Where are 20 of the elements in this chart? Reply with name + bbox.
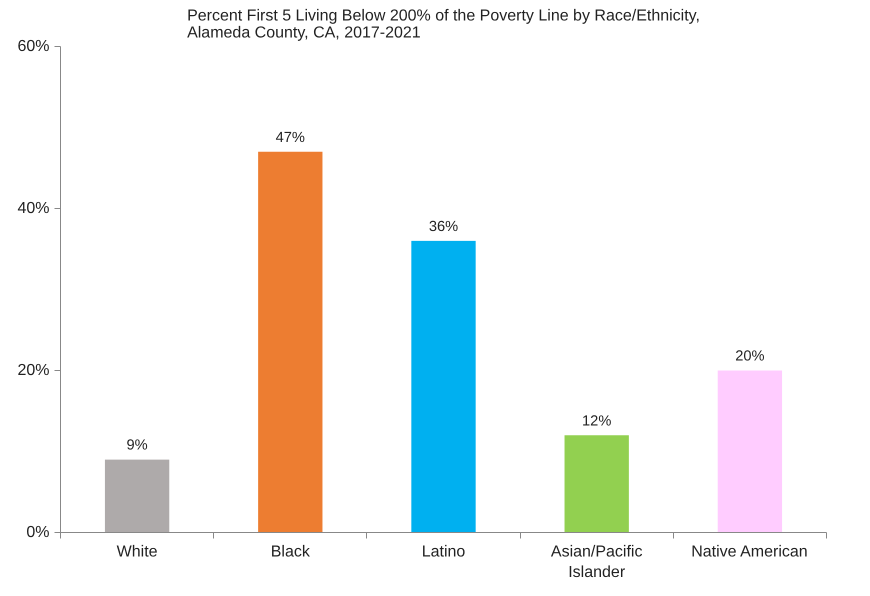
bar <box>104 460 170 532</box>
data-label: 47% <box>276 130 305 146</box>
x-tick-label: Asian/Pacific Islander <box>550 544 642 581</box>
chart-title: Percent First 5 Living Below 200% of the Poverty Line by Race/Ethnicity, Alameda County, CA, 2017-2021 <box>187 8 700 42</box>
x-tick-label: Latino <box>422 544 466 560</box>
bar <box>411 240 476 532</box>
bar <box>258 152 322 532</box>
y-tick-label: 40% <box>17 200 50 217</box>
bar <box>718 370 782 532</box>
x-tick-label: Native American <box>691 544 808 560</box>
data-label: 20% <box>735 348 765 364</box>
x-tick-label: Black <box>270 544 311 560</box>
data-label: 9% <box>126 438 148 454</box>
y-tick-label: 20% <box>17 362 50 379</box>
data-label: 12% <box>582 413 612 430</box>
bar <box>564 435 629 532</box>
x-tick-label: White <box>116 544 158 560</box>
y-tick-label: 0% <box>26 524 50 541</box>
y-tick-label: 60% <box>17 38 50 55</box>
data-label: 36% <box>428 218 458 235</box>
